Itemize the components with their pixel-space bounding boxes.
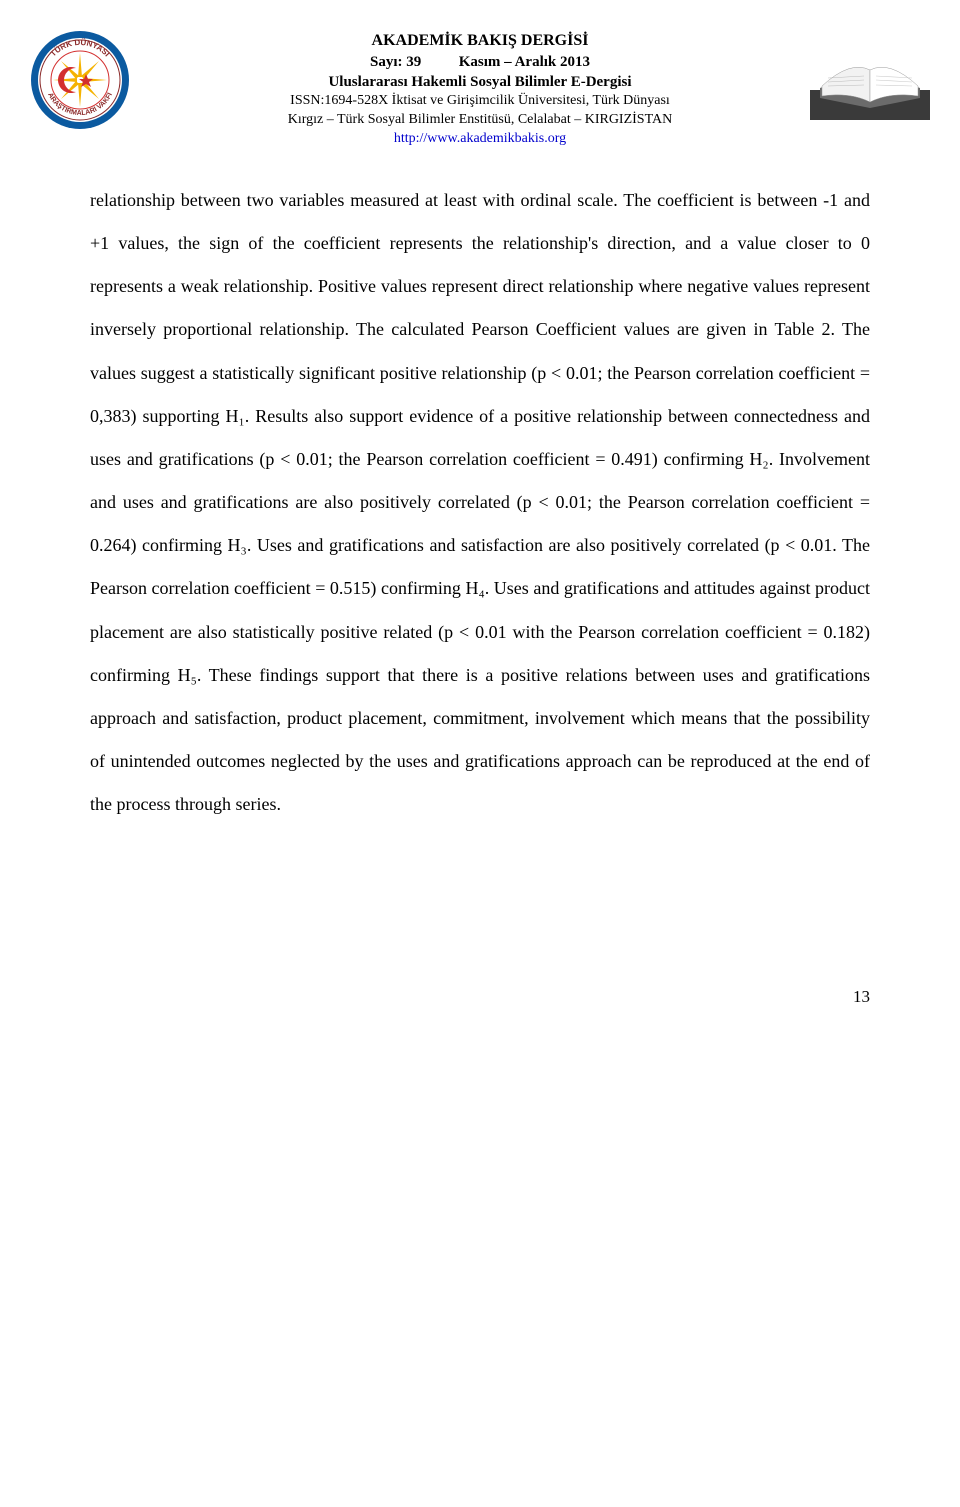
issue-date: Kasım – Aralık 2013 [459,54,590,70]
institute-line: Kırgız – Türk Sosyal Bilimler Enstitüsü,… [90,111,870,130]
body-paragraph: relationship between two variables measu… [90,179,870,827]
journal-subtitle: Uluslararası Hakemli Sosyal Bilimler E-D… [90,72,870,92]
journal-url: http://www.akademikbakis.org [90,130,870,149]
issue-line: Sayı: 39 Kasım – Aralık 2013 [90,52,870,72]
journal-title: AKADEMİK BAKIŞ DERGİSİ [90,30,870,52]
logo-left-icon: TÜRK DÜNYASI ARAŞTIRMALARI VAKFI [30,30,130,130]
logo-right-icon [810,30,930,120]
issue-number: Sayı: 39 [370,54,421,70]
journal-header: TÜRK DÜNYASI ARAŞTIRMALARI VAKFI AKADEMİ… [90,30,870,149]
page-number: 13 [90,987,870,1007]
issn-line: ISSN:1694-528X İktisat ve Girişimcilik Ü… [90,92,870,111]
header-text-block: AKADEMİK BAKIŞ DERGİSİ Sayı: 39 Kasım – … [90,30,870,149]
